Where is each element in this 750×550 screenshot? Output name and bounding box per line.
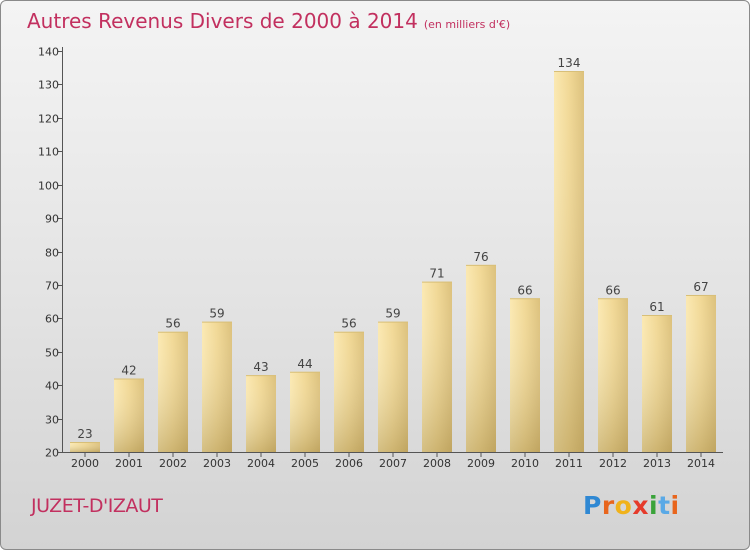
bars-group: 23 42 56 59 43 44 56 59 71 76 66 134 66 61 67 <box>70 56 716 453</box>
bar-shade <box>686 294 716 452</box>
data-label: 67 <box>693 280 708 294</box>
x-tick-label: 2014 <box>687 457 715 470</box>
data-label: 76 <box>473 250 488 264</box>
y-tick-label: 20 <box>45 447 59 460</box>
y-tick-label: 80 <box>45 247 59 260</box>
title-main: Autres Revenus Divers de 2000 à 2014 <box>27 9 418 33</box>
logo-letter: x <box>632 491 649 520</box>
x-tick-label: 2012 <box>599 457 627 470</box>
bar-2014 <box>686 294 716 452</box>
bar-2010 <box>510 298 540 452</box>
y-tick-label: 50 <box>45 347 59 360</box>
bar-2013 <box>642 314 672 452</box>
bar-shade <box>466 264 496 452</box>
x-tick-label: 2004 <box>247 457 275 470</box>
logo-letter: P <box>583 491 602 520</box>
data-label: 42 <box>121 363 136 377</box>
data-label: 71 <box>429 267 444 281</box>
bar-shade <box>510 298 540 452</box>
x-tick-label: 2007 <box>379 457 407 470</box>
bar-shade <box>290 371 320 452</box>
bar-shade <box>114 378 144 452</box>
commune-name: JUZET-D'IZAUT <box>31 495 163 517</box>
bar-2004 <box>246 375 276 452</box>
bar-2008 <box>422 281 452 452</box>
logo-letter: t <box>658 491 671 520</box>
data-label: 59 <box>385 307 400 321</box>
x-tick-label: 2003 <box>203 457 231 470</box>
y-tick-label: 100 <box>38 180 59 193</box>
bar-shade <box>598 298 628 452</box>
logo-letter: i <box>649 491 659 520</box>
proxiti-logo: Proxiti <box>583 491 680 520</box>
x-tick-label: 2001 <box>115 457 143 470</box>
data-label: 59 <box>209 307 224 321</box>
bar-shade <box>642 314 672 452</box>
x-tick-label: 2000 <box>71 457 99 470</box>
data-label: 43 <box>253 360 268 374</box>
y-tick-label: 70 <box>45 280 59 293</box>
data-label: 56 <box>165 317 180 331</box>
data-label: 61 <box>649 300 664 314</box>
data-label: 23 <box>77 427 92 441</box>
y-tick-label: 90 <box>45 213 59 226</box>
bar-2002 <box>158 331 188 452</box>
logo-letter: o <box>614 491 633 520</box>
bar-2007 <box>378 321 408 452</box>
bar-shade <box>422 281 452 452</box>
x-tick-label: 2013 <box>643 457 671 470</box>
data-label: 56 <box>341 317 356 331</box>
bar-shade <box>158 331 188 452</box>
y-tick-label: 40 <box>45 380 59 393</box>
x-tick-label: 2006 <box>335 457 363 470</box>
bar-shade <box>378 321 408 452</box>
y-tick-label: 30 <box>45 414 59 427</box>
y-tick-label: 120 <box>38 113 59 126</box>
bar-2009 <box>466 264 496 452</box>
y-tick-label: 60 <box>45 313 59 326</box>
bar-2011 <box>554 71 584 453</box>
bar-2001 <box>114 378 144 452</box>
x-tick-label: 2010 <box>511 457 539 470</box>
bar-shade <box>554 71 584 453</box>
bar-2000 <box>70 441 100 452</box>
x-tick-label: 2009 <box>467 457 495 470</box>
logo-letter: i <box>670 491 680 520</box>
bar-2012 <box>598 298 628 452</box>
chart-title: Autres Revenus Divers de 2000 à 2014 (en … <box>27 9 510 33</box>
logo-letter: r <box>601 491 615 520</box>
title-unit: (en milliers d'€) <box>423 18 511 31</box>
x-tick-label: 2002 <box>159 457 187 470</box>
bar-shade <box>70 441 100 452</box>
x-tick-label: 2005 <box>291 457 319 470</box>
data-label: 44 <box>297 357 312 371</box>
data-label: 66 <box>605 283 620 297</box>
x-tick-label: 2008 <box>423 457 451 470</box>
y-tick-label: 140 <box>38 46 59 59</box>
bar-2006 <box>334 331 364 452</box>
data-label: 66 <box>517 283 532 297</box>
axes-group: 2000 2001 2002 2003 2004 2005 2006 2007 2008 2009… <box>38 46 723 470</box>
bar-shade <box>334 331 364 452</box>
y-tick-label: 110 <box>38 146 59 159</box>
bar-shade <box>246 375 276 452</box>
bar-shade <box>202 321 232 452</box>
bar-2005 <box>290 371 320 452</box>
x-tick-label: 2011 <box>555 457 583 470</box>
y-tick-label: 130 <box>38 79 59 92</box>
bar-2003 <box>202 321 232 452</box>
data-label: 134 <box>558 56 581 70</box>
